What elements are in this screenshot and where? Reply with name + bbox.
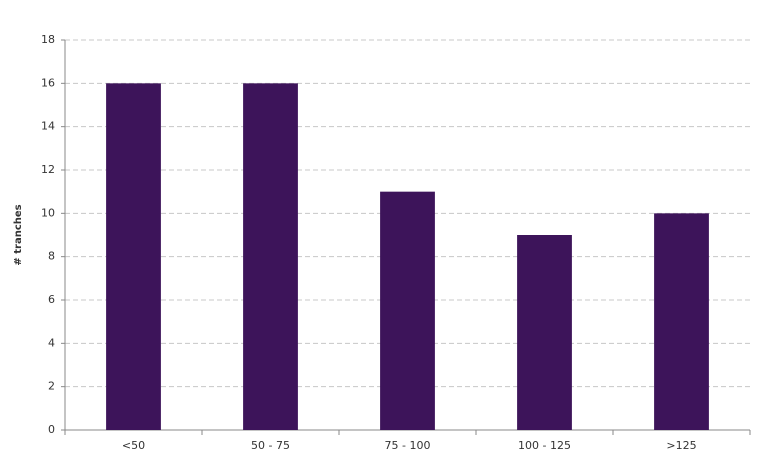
y-tick-label: 8: [48, 250, 55, 263]
bar: [243, 83, 298, 430]
bar: [654, 213, 709, 430]
y-axis-label: # tranches: [13, 204, 24, 265]
y-tick-label: 16: [41, 76, 55, 89]
y-tick-label: 18: [41, 33, 55, 46]
y-tick-label: 10: [41, 206, 55, 219]
bar: [380, 191, 435, 430]
y-tick-label: 0: [48, 423, 55, 436]
x-tick-label: 75 - 100: [385, 439, 431, 452]
y-tick-label: 6: [48, 293, 55, 306]
y-tick-label: 14: [41, 120, 55, 133]
bar: [106, 83, 161, 430]
x-tick-label: 100 - 125: [518, 439, 571, 452]
y-tick-label: 4: [48, 336, 55, 349]
y-tick-label: 2: [48, 380, 55, 393]
x-tick-label: <50: [122, 439, 145, 452]
bar: [517, 235, 572, 430]
y-tick-label: 12: [41, 163, 55, 176]
x-tick-label: 50 - 75: [251, 439, 290, 452]
x-tick-label: >125: [666, 439, 696, 452]
